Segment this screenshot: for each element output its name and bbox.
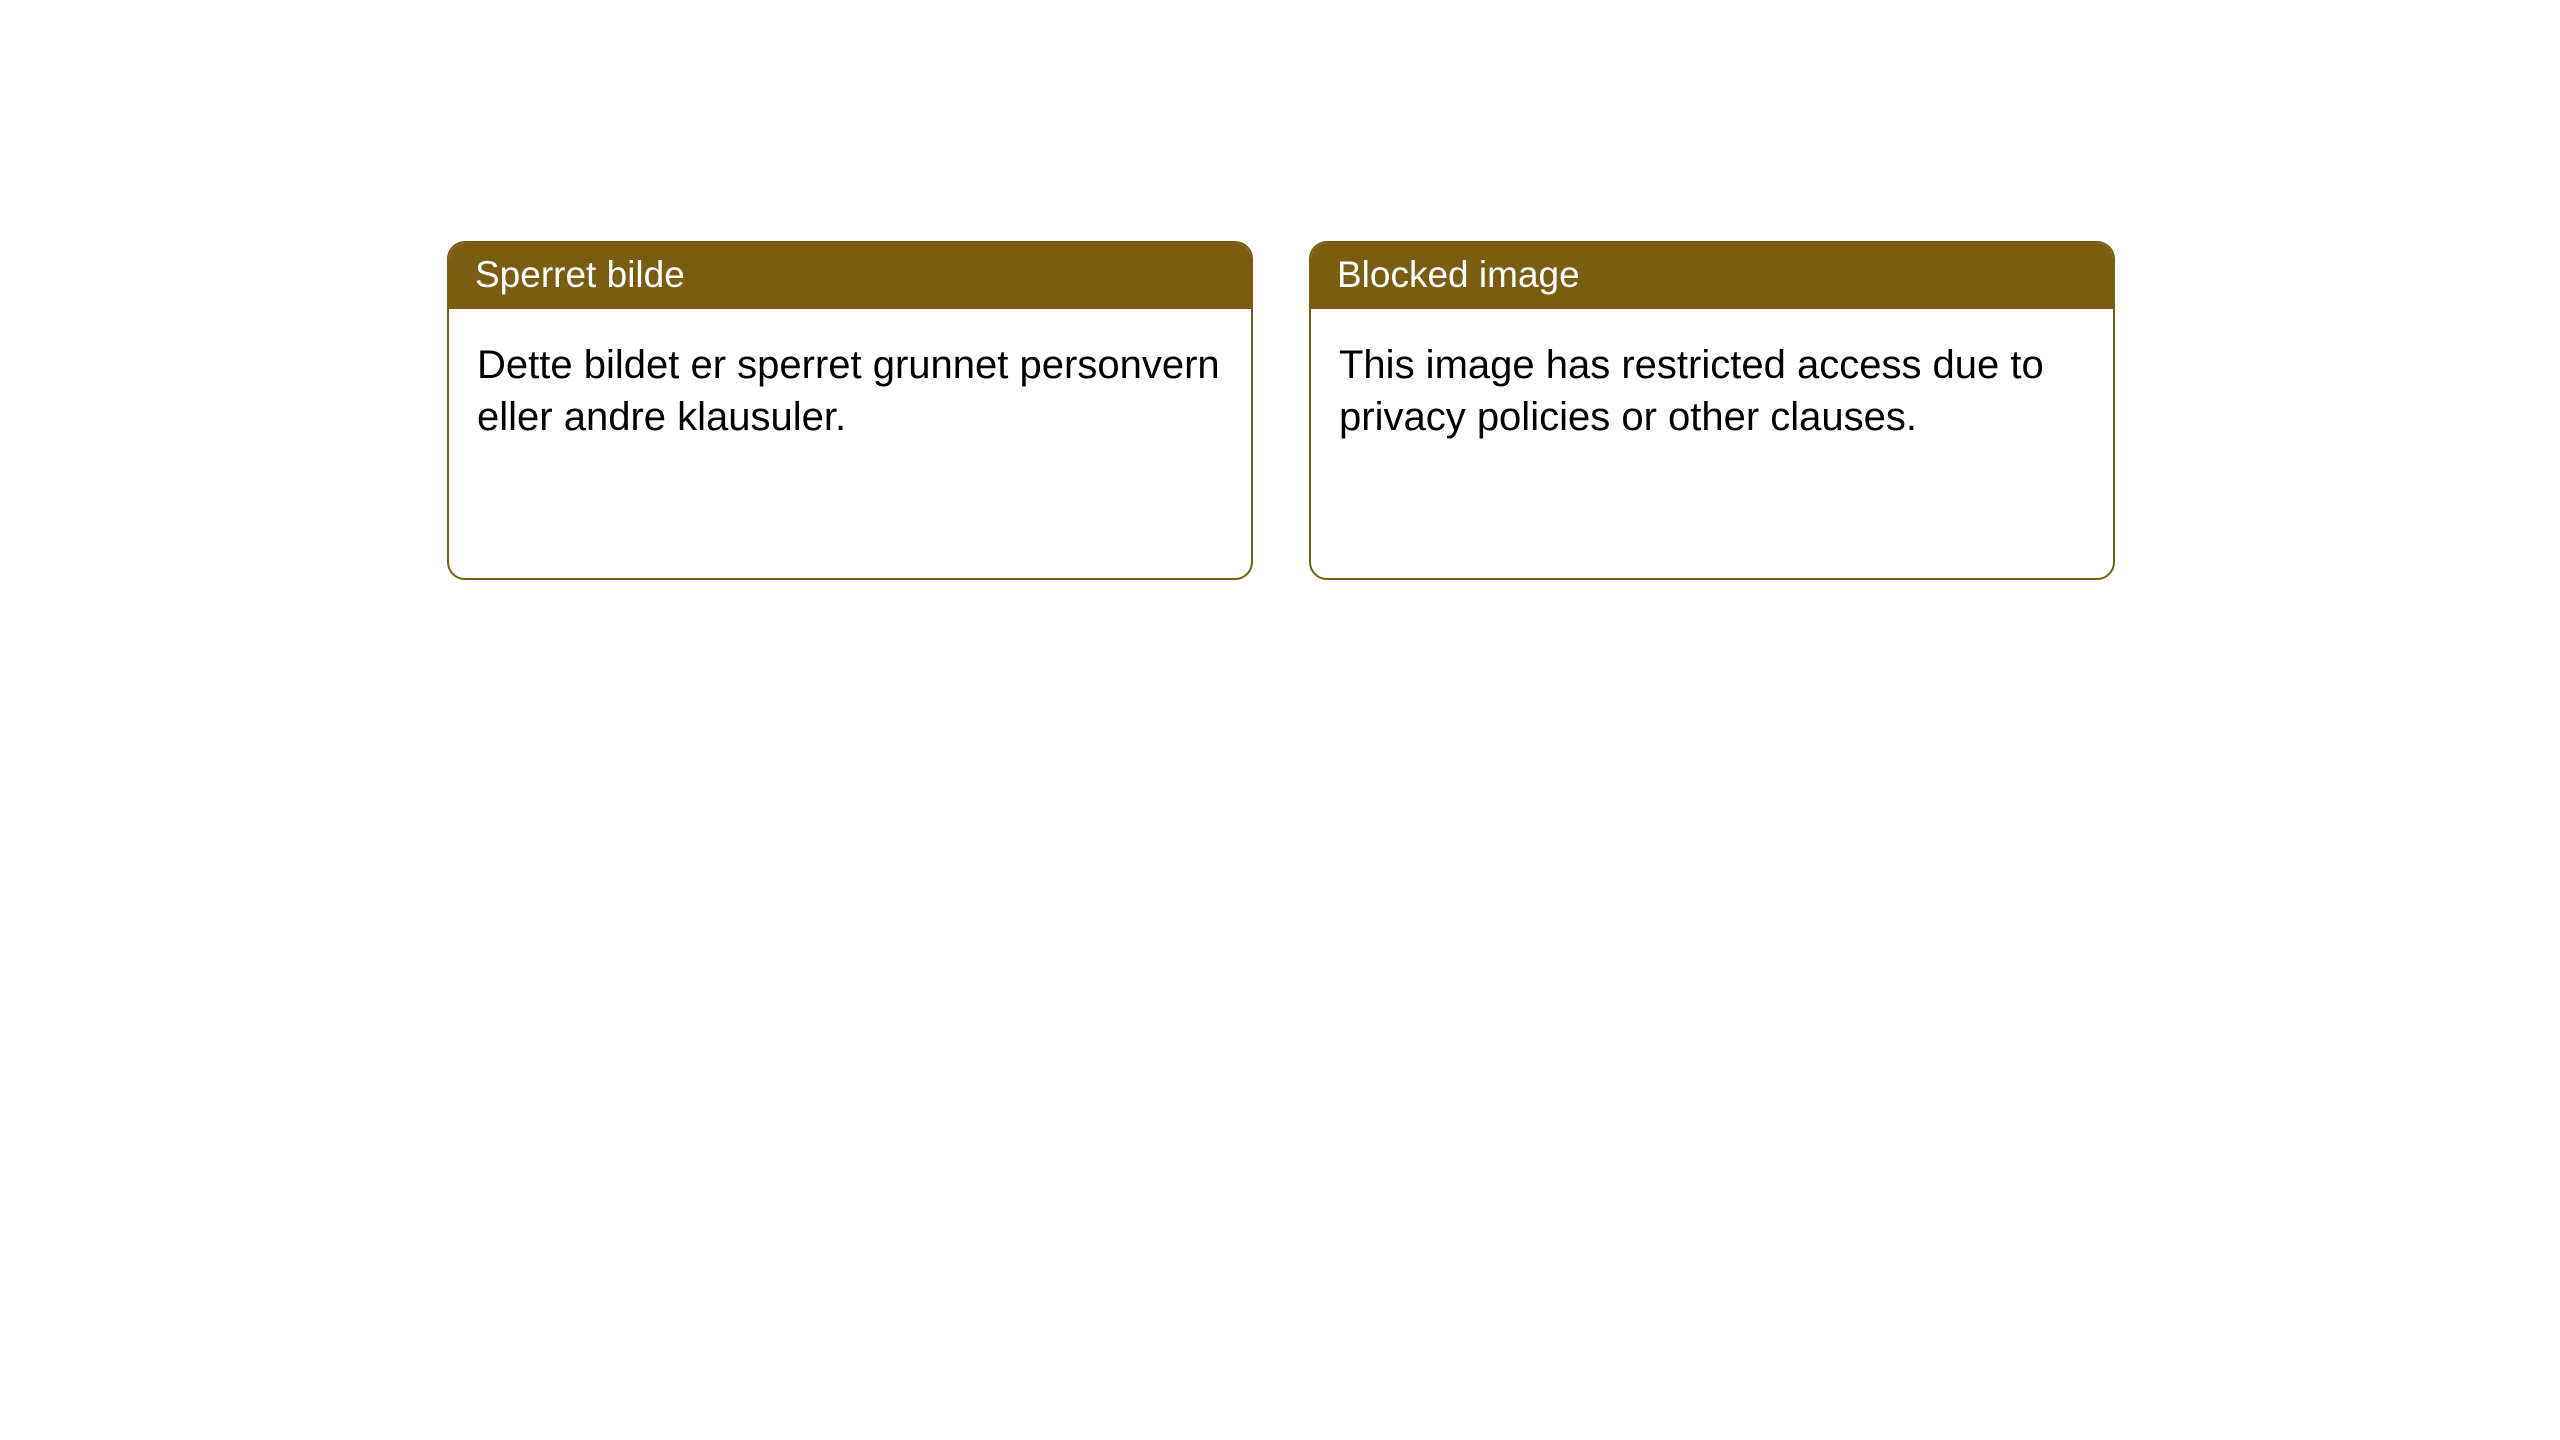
- notice-body: Dette bildet er sperret grunnet personve…: [449, 309, 1251, 473]
- notice-header: Blocked image: [1311, 243, 2113, 309]
- notice-card-english: Blocked image This image has restricted …: [1309, 241, 2115, 580]
- notice-container: Sperret bilde Dette bildet er sperret gr…: [0, 0, 2560, 580]
- notice-card-norwegian: Sperret bilde Dette bildet er sperret gr…: [447, 241, 1253, 580]
- notice-body: This image has restricted access due to …: [1311, 309, 2113, 473]
- notice-header: Sperret bilde: [449, 243, 1251, 309]
